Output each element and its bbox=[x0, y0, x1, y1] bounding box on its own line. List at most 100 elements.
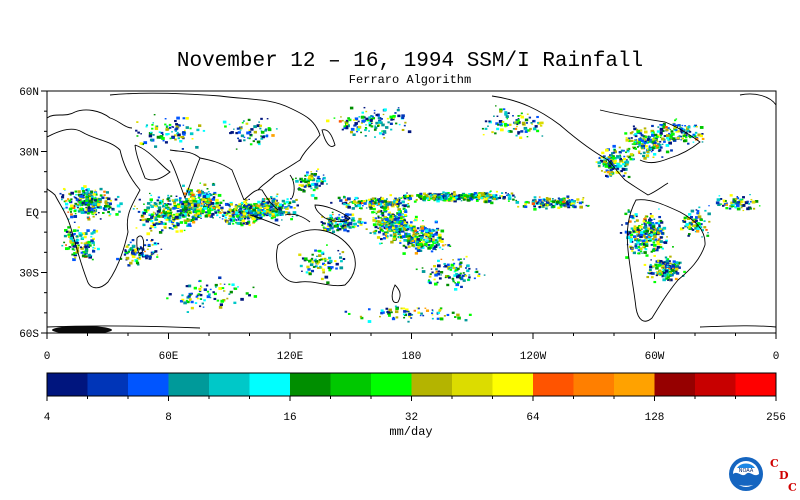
rain-pixel bbox=[235, 148, 238, 150]
rain-pixel bbox=[270, 197, 273, 200]
rain-pixel bbox=[703, 220, 706, 223]
rain-pixel bbox=[337, 249, 340, 252]
rain-pixel bbox=[393, 200, 397, 204]
rain-pixel bbox=[237, 286, 239, 288]
rain-pixel bbox=[341, 216, 344, 218]
rain-pixel bbox=[630, 153, 634, 156]
rain-pixel bbox=[663, 140, 666, 143]
lon-tick-label: 120W bbox=[520, 351, 547, 363]
rain-pixel bbox=[707, 212, 711, 216]
rain-pixel bbox=[408, 194, 412, 198]
rain-pixel bbox=[274, 206, 277, 208]
rain-pixel bbox=[638, 238, 642, 241]
rain-pixel bbox=[140, 247, 143, 250]
rain-pixel bbox=[93, 197, 97, 201]
rain-pixel bbox=[669, 128, 672, 131]
rain-pixel bbox=[385, 227, 389, 230]
lat-tick-label: 60S bbox=[19, 329, 39, 341]
rain-pixel bbox=[90, 191, 94, 195]
rain-pixel bbox=[685, 223, 689, 226]
rain-pixel bbox=[405, 203, 409, 207]
rain-pixel bbox=[455, 272, 459, 276]
rain-pixel bbox=[672, 137, 676, 141]
rain-pixel bbox=[72, 233, 75, 236]
rain-pixel bbox=[82, 250, 86, 254]
rain-pixel bbox=[247, 118, 251, 122]
rain-pixel bbox=[347, 117, 350, 120]
rain-pixel bbox=[197, 196, 201, 199]
rain-pixel bbox=[517, 131, 521, 134]
rain-pixel bbox=[185, 208, 188, 211]
rain-pixel bbox=[386, 310, 391, 314]
rain-pixel bbox=[392, 214, 395, 217]
rain-pixel bbox=[453, 191, 456, 194]
rain-pixel bbox=[243, 209, 246, 212]
rain-pixel bbox=[248, 213, 252, 217]
rain-pixel bbox=[559, 202, 561, 205]
rain-pixel bbox=[205, 211, 208, 214]
rain-pixel bbox=[349, 106, 354, 110]
rain-pixel bbox=[157, 242, 160, 245]
rain-pixel bbox=[263, 198, 266, 200]
rain-pixel bbox=[422, 240, 425, 243]
rain-pixel bbox=[683, 220, 687, 223]
rain-pixel bbox=[634, 132, 638, 136]
rain-pixel bbox=[135, 260, 139, 263]
rain-pixel bbox=[202, 129, 206, 132]
rain-pixel bbox=[217, 206, 221, 210]
rain-pixel bbox=[394, 215, 397, 218]
rain-pixel bbox=[707, 232, 709, 234]
rain-pixel bbox=[684, 125, 687, 127]
rain-pixel bbox=[330, 217, 333, 220]
rain-pixel bbox=[173, 213, 176, 216]
rain-pixel bbox=[148, 192, 151, 195]
rain-pixel bbox=[235, 219, 238, 221]
rain-pixel bbox=[84, 253, 87, 255]
rain-pixel bbox=[460, 276, 464, 279]
rain-pixel bbox=[643, 225, 648, 229]
rain-pixel bbox=[73, 196, 76, 198]
rain-pixel bbox=[537, 122, 540, 124]
rain-pixel bbox=[194, 216, 197, 219]
rain-pixel bbox=[489, 196, 492, 199]
rain-pixel bbox=[373, 232, 377, 235]
rain-pixel bbox=[345, 123, 349, 126]
rain-pixel bbox=[545, 201, 550, 205]
rain-pixel bbox=[650, 214, 654, 218]
rain-pixel bbox=[688, 130, 692, 133]
rain-pixel bbox=[456, 313, 460, 317]
rain-pixel bbox=[396, 212, 400, 215]
rain-pixel bbox=[620, 149, 624, 152]
rain-pixel bbox=[337, 218, 340, 221]
rain-pixel bbox=[87, 199, 92, 203]
rain-pixel bbox=[703, 226, 707, 229]
rain-pixel bbox=[674, 270, 678, 274]
rain-pixel bbox=[647, 272, 650, 275]
rain-pixel bbox=[751, 200, 756, 204]
rain-pixel bbox=[639, 233, 644, 236]
rain-pixel bbox=[632, 229, 634, 232]
rain-pixel bbox=[224, 216, 227, 219]
rain-pixel bbox=[622, 163, 625, 166]
rain-pixel bbox=[194, 211, 197, 213]
rain-pixel bbox=[666, 137, 669, 140]
rain-pixel bbox=[71, 253, 74, 256]
rain-pixel bbox=[198, 280, 201, 283]
rain-pixel bbox=[386, 231, 389, 234]
rain-pixel bbox=[125, 256, 130, 260]
rain-pixel bbox=[343, 202, 346, 206]
rain-pixel bbox=[634, 140, 637, 143]
rain-pixel bbox=[485, 194, 489, 198]
rain-pixel bbox=[499, 195, 502, 198]
rain-pixel bbox=[473, 277, 476, 280]
rain-pixel bbox=[423, 227, 427, 230]
rain-pixel bbox=[622, 174, 626, 177]
rain-pixel bbox=[398, 228, 402, 231]
rain-pixel bbox=[621, 160, 623, 162]
rain-pixel bbox=[525, 128, 528, 131]
rain-pixel bbox=[324, 275, 329, 279]
rain-pixel bbox=[159, 214, 162, 217]
rain-pixel bbox=[390, 118, 393, 121]
rain-pixel bbox=[538, 196, 541, 198]
rain-pixel bbox=[699, 126, 704, 129]
